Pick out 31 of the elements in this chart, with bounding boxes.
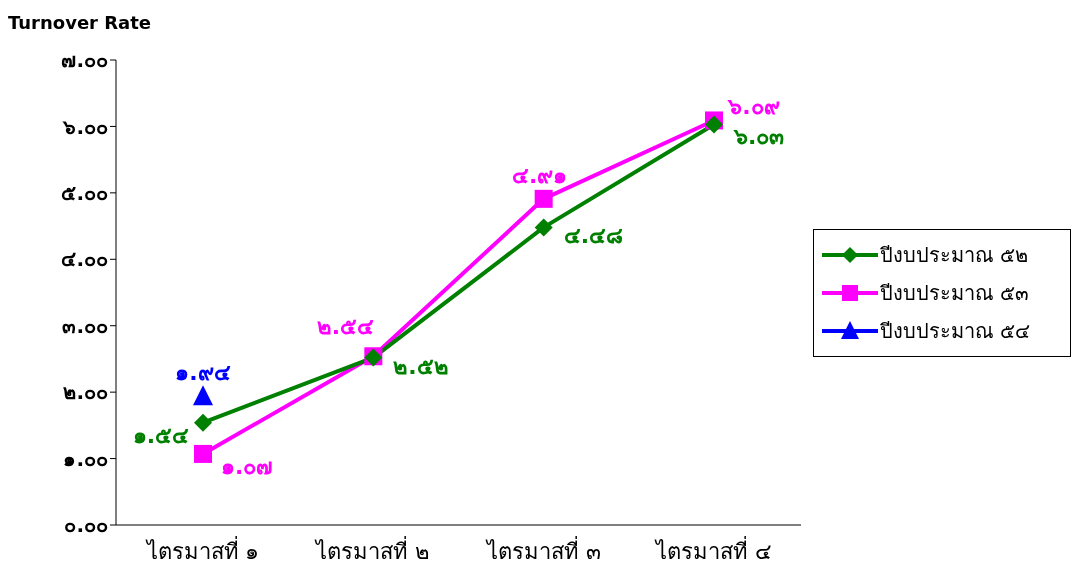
data-label: ๖.๐๓: [733, 124, 785, 150]
data-label: ๔.๔๘: [563, 223, 624, 249]
y-tick-label: ๔.๐๐: [61, 247, 108, 272]
y-tick-label: ๕.๐๐: [61, 180, 108, 205]
point: [534, 189, 553, 208]
data-label: ๑.๕๔: [132, 422, 189, 448]
data-label: ๑.๐๗: [221, 453, 274, 479]
y-tick-label: ๐.๐๐: [64, 513, 108, 538]
y-tick-label: ๑.๐๐: [63, 446, 108, 471]
data-label: ๒.๕๔: [316, 314, 375, 340]
data-label: ๖.๐๙: [727, 94, 780, 120]
y-tick-label: ๓.๐๐: [62, 313, 108, 338]
chart-title: Turnover Rate: [8, 12, 152, 33]
point: [194, 413, 212, 432]
data-label: ๔.๙๑: [511, 162, 568, 188]
y-tick-label: ๖.๐๐: [62, 114, 108, 139]
y-tick-label: ๒.๐๐: [63, 380, 108, 405]
x-tick-label: ไตรมาสที่ ๓: [484, 535, 601, 564]
data-label: ๑.๙๔: [175, 360, 231, 386]
point: [534, 218, 553, 237]
data-label: ๒.๕๒: [393, 353, 449, 379]
point: [193, 385, 213, 406]
legend-label: ปีงบประมาณ ๕๓: [880, 279, 1030, 307]
legend-label: ปีงบประมาณ ๕๔: [880, 317, 1031, 345]
x-tick-label: ไตรมาสที่ ๑: [144, 535, 260, 564]
point: [194, 444, 212, 463]
x-tick-label: ไตรมาสที่ ๔: [654, 535, 772, 564]
point: [705, 115, 723, 134]
y-tick-label: ๗.๐๐: [61, 48, 108, 73]
x-tick-label: ไตรมาสที่ ๒: [314, 535, 431, 564]
legend-label: ปีงบประมาณ ๕๒: [880, 241, 1029, 269]
